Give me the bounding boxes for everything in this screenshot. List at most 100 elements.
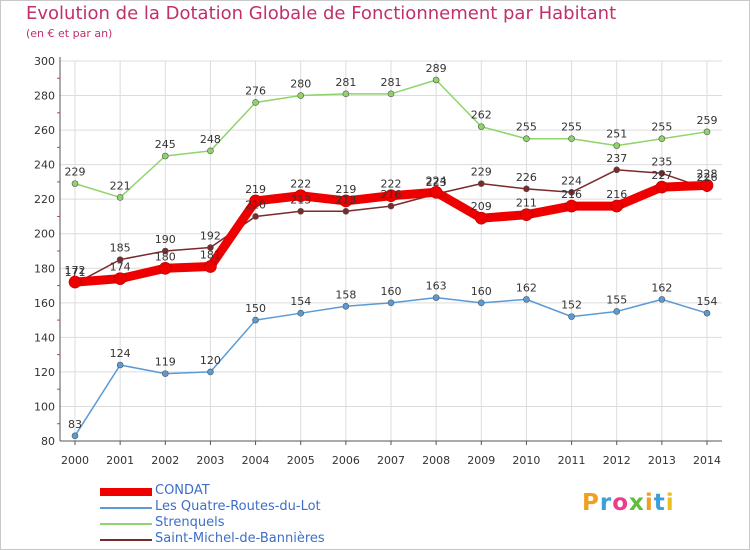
series-1-point bbox=[252, 316, 259, 324]
data-labels: 83 124 119 120 150 154 158 160 163 160 162 152 155 16… bbox=[65, 62, 718, 431]
x-tick-label: 2014 bbox=[693, 454, 721, 467]
series-2-point bbox=[387, 90, 395, 98]
series-0-data-label: 224 bbox=[426, 174, 447, 187]
legend-swatch-saint-michel bbox=[100, 539, 152, 541]
series-1-data-label: 162 bbox=[651, 281, 672, 294]
series-1-point bbox=[477, 299, 485, 307]
y-tick-label: 240 bbox=[34, 159, 55, 172]
series-2-point bbox=[658, 135, 666, 143]
series-2-data-label: 255 bbox=[561, 121, 582, 134]
series-3-data-label: 226 bbox=[516, 171, 537, 184]
y-tick-label: 180 bbox=[34, 262, 55, 275]
series-3-data-label: 223 bbox=[426, 176, 447, 189]
series-1-point bbox=[161, 370, 169, 377]
series-0-data-label: 216 bbox=[561, 188, 582, 201]
series-1-point bbox=[703, 309, 711, 317]
series-0-data-label: 172 bbox=[65, 264, 86, 277]
series-0-data-label: 222 bbox=[381, 178, 402, 191]
series-1-point bbox=[613, 308, 621, 315]
y-tick-label: 80 bbox=[41, 435, 55, 448]
series-3-point bbox=[387, 202, 395, 210]
series-2-data-label: 251 bbox=[606, 128, 627, 141]
x-tick-label: 2008 bbox=[422, 454, 450, 467]
series-1-point bbox=[568, 313, 575, 320]
legend: CONDAT Les Quatre-Routes-du-Lot Strenque… bbox=[100, 483, 420, 548]
series-2-point bbox=[477, 123, 485, 130]
x-tick-label: 2006 bbox=[332, 454, 360, 467]
series-0-point bbox=[68, 275, 82, 289]
series-3-data-label: 171 bbox=[65, 266, 86, 279]
series-0-data-label: 222 bbox=[290, 178, 311, 191]
series-1-point bbox=[342, 302, 350, 310]
series-1-data-label: 160 bbox=[471, 285, 492, 298]
series-3-point bbox=[207, 244, 214, 251]
series-0-point bbox=[249, 194, 262, 208]
series-0-data-label: 219 bbox=[335, 183, 356, 196]
logo-letter: i bbox=[665, 490, 675, 516]
y-tick-label: 160 bbox=[34, 297, 55, 310]
logo-letter: r bbox=[599, 490, 613, 516]
series-0-data-label: 219 bbox=[245, 183, 266, 196]
legend-swatch-condat bbox=[100, 488, 152, 496]
series-3-data-label: 237 bbox=[606, 152, 627, 165]
series-2-point bbox=[342, 90, 350, 98]
series-0-point bbox=[158, 261, 172, 275]
series-2-point bbox=[613, 142, 621, 149]
series-0-data-label: 174 bbox=[110, 261, 131, 274]
series-1-data-label: 163 bbox=[426, 280, 447, 293]
series-3-point bbox=[342, 207, 350, 215]
series-1-point bbox=[297, 309, 305, 317]
series-2-point bbox=[432, 76, 440, 84]
series-2-data-label: 221 bbox=[110, 179, 131, 192]
series-1-data-label: 158 bbox=[335, 288, 356, 301]
series-2-data-label: 289 bbox=[426, 62, 447, 75]
chart-subtitle: (en € et par an) bbox=[26, 27, 113, 40]
legend-item-condat: CONDAT bbox=[100, 483, 420, 500]
series-0-point bbox=[610, 199, 624, 213]
series-1-point bbox=[658, 296, 666, 303]
series-0-point bbox=[339, 194, 353, 208]
series-0-data-label: 211 bbox=[516, 197, 537, 210]
series-3-data-label: 213 bbox=[290, 193, 311, 206]
series-3-point bbox=[252, 213, 259, 220]
series-2-point bbox=[703, 128, 711, 136]
series-0-data-label: 227 bbox=[651, 169, 672, 182]
series-0-data-label: 216 bbox=[606, 188, 627, 201]
series-1-data-label: 152 bbox=[561, 299, 582, 312]
series-0-point bbox=[655, 180, 669, 194]
y-tick-label: 220 bbox=[34, 193, 55, 206]
series-3-point bbox=[116, 256, 124, 263]
logo-letter: x bbox=[629, 490, 645, 516]
series-2-data-label: 259 bbox=[697, 114, 718, 127]
series-1-point bbox=[387, 299, 395, 307]
x-tick-label: 2001 bbox=[106, 454, 134, 467]
y-tick-label: 140 bbox=[34, 331, 55, 344]
series-3-point bbox=[613, 166, 621, 174]
x-tick-label: 2003 bbox=[196, 454, 224, 467]
x-tick-label: 2000 bbox=[61, 454, 89, 467]
series-2-data-label: 276 bbox=[245, 84, 266, 97]
series-0-point bbox=[384, 189, 398, 203]
proxiti-logo: Proxiti bbox=[582, 490, 675, 516]
series-3-data-label: 190 bbox=[155, 233, 176, 246]
series-1-point bbox=[71, 432, 79, 440]
y-tick-label: 200 bbox=[34, 228, 55, 241]
series-3-point bbox=[523, 185, 530, 193]
logo-letter: i bbox=[644, 490, 654, 516]
series-2-data-label: 281 bbox=[335, 76, 356, 89]
series-3-data-label: 210 bbox=[245, 198, 266, 211]
series-0-data-label: 209 bbox=[471, 200, 492, 213]
series-2-point bbox=[207, 147, 214, 155]
series-0-point bbox=[700, 179, 714, 192]
legend-label-saint-michel: Saint-Michel-de-Bannières bbox=[155, 531, 325, 546]
series-1-point bbox=[207, 368, 214, 376]
legend-swatch-quatre-routes bbox=[100, 507, 152, 509]
series-0-data-label: 228 bbox=[697, 167, 718, 180]
series-3-point bbox=[297, 207, 305, 215]
series-0-point bbox=[520, 208, 533, 222]
series-3-data-label: 226 bbox=[697, 171, 718, 184]
series-3-data-label: 185 bbox=[110, 242, 131, 255]
series-3-point bbox=[161, 247, 169, 255]
series-2-data-label: 280 bbox=[290, 78, 311, 91]
series-3-data-label: 213 bbox=[335, 193, 356, 206]
